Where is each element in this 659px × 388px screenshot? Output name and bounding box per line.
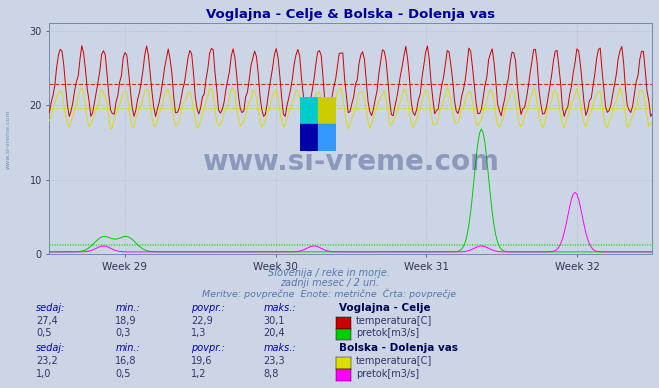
Text: Bolska - Dolenja vas: Bolska - Dolenja vas (339, 343, 459, 353)
Text: 23,2: 23,2 (36, 356, 58, 366)
Text: 1,3: 1,3 (191, 328, 206, 338)
Text: Voglajna - Celje: Voglajna - Celje (339, 303, 431, 314)
Text: min.:: min.: (115, 303, 140, 314)
Text: temperatura[C]: temperatura[C] (356, 316, 432, 326)
Text: maks.:: maks.: (264, 343, 297, 353)
Text: 18,9: 18,9 (115, 316, 137, 326)
Text: 23,3: 23,3 (264, 356, 285, 366)
Text: zadnji mesec / 2 uri.: zadnji mesec / 2 uri. (280, 278, 379, 288)
Bar (300, 97, 318, 124)
Text: 30,1: 30,1 (264, 316, 285, 326)
Text: Slovenija / reke in morje.: Slovenija / reke in morje. (268, 268, 391, 278)
Text: povpr.:: povpr.: (191, 303, 225, 314)
Text: 22,9: 22,9 (191, 316, 213, 326)
Title: Voglajna - Celje & Bolska - Dolenja vas: Voglajna - Celje & Bolska - Dolenja vas (206, 8, 496, 21)
Text: pretok[m3/s]: pretok[m3/s] (356, 328, 419, 338)
Text: sedaj:: sedaj: (36, 303, 66, 314)
Text: 0,5: 0,5 (36, 328, 52, 338)
Text: maks.:: maks.: (264, 303, 297, 314)
Text: www.si-vreme.com: www.si-vreme.com (202, 148, 500, 176)
Text: sedaj:: sedaj: (36, 343, 66, 353)
Bar (318, 124, 336, 151)
Bar (318, 97, 336, 124)
Text: 19,6: 19,6 (191, 356, 213, 366)
Text: 1,2: 1,2 (191, 369, 207, 379)
Text: www.si-vreme.com: www.si-vreme.com (5, 110, 11, 170)
Text: temperatura[C]: temperatura[C] (356, 356, 432, 366)
Text: povpr.:: povpr.: (191, 343, 225, 353)
Text: min.:: min.: (115, 343, 140, 353)
Text: 20,4: 20,4 (264, 328, 285, 338)
Bar (300, 124, 318, 151)
Text: 1,0: 1,0 (36, 369, 51, 379)
Text: 0,5: 0,5 (115, 369, 131, 379)
Text: 8,8: 8,8 (264, 369, 279, 379)
Text: 27,4: 27,4 (36, 316, 58, 326)
Text: Meritve: povprečne  Enote: metrične  Črta: povprečje: Meritve: povprečne Enote: metrične Črta:… (202, 289, 457, 299)
Text: 0,3: 0,3 (115, 328, 130, 338)
Text: pretok[m3/s]: pretok[m3/s] (356, 369, 419, 379)
Text: 16,8: 16,8 (115, 356, 137, 366)
